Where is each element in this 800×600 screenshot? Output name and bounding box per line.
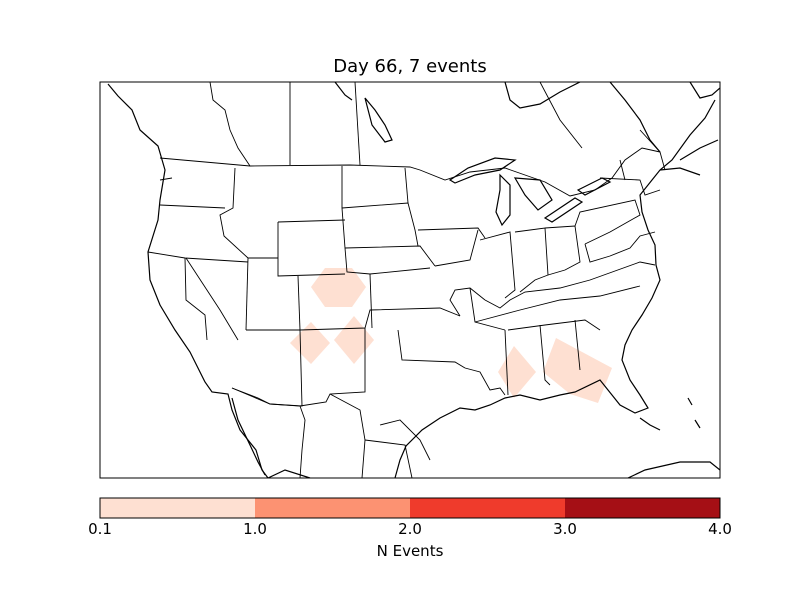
event-patch-mississippi <box>498 346 536 398</box>
labrador-coast <box>609 82 661 153</box>
us-canada-border <box>159 147 661 197</box>
bahamas <box>687 397 701 429</box>
colorbar-bin-2 <box>410 498 565 518</box>
gulf-coast <box>267 99 716 478</box>
colorbar-tick-3: 3.0 <box>553 520 577 538</box>
map-frame <box>99 81 721 479</box>
colorbar-tick-4: 4.0 <box>708 520 732 538</box>
nova-scotia <box>659 139 719 176</box>
event-patch-georgia <box>543 338 612 403</box>
colorbar-tick-2: 2.0 <box>398 520 422 538</box>
cuba <box>627 461 720 478</box>
colorbar <box>99 497 721 519</box>
great-lakes-erie <box>543 197 584 223</box>
event-patches <box>290 268 612 403</box>
baja <box>231 397 266 476</box>
event-patch-nm-east <box>334 316 374 364</box>
lake-winnipeg <box>364 97 393 143</box>
colorbar-tick-0: 0.1 <box>88 520 112 538</box>
newfoundland <box>689 82 720 99</box>
colorbar-tick-1: 1.0 <box>243 520 267 538</box>
colorbar-bin-1 <box>255 498 410 518</box>
hudson-bay <box>504 82 581 109</box>
event-patch-colorado <box>311 268 366 307</box>
coastlines <box>107 82 720 478</box>
colorbar-label: N Events <box>376 542 444 560</box>
great-lakes-ontario <box>576 177 612 196</box>
event-patch-nm-west <box>290 322 330 364</box>
colorbar-frame <box>99 497 721 519</box>
florida-keys <box>639 417 661 431</box>
great-lakes-michigan <box>495 173 511 227</box>
colorbar-bin-0 <box>100 498 255 518</box>
great-lakes-huron <box>513 177 553 211</box>
great-lakes-superior <box>448 157 517 184</box>
lake-northwest <box>334 82 353 101</box>
map-title: Day 66, 7 events <box>333 56 487 77</box>
pacific-coast <box>107 83 269 478</box>
colorbar-bin-3 <box>565 498 720 518</box>
boundaries <box>147 82 666 478</box>
